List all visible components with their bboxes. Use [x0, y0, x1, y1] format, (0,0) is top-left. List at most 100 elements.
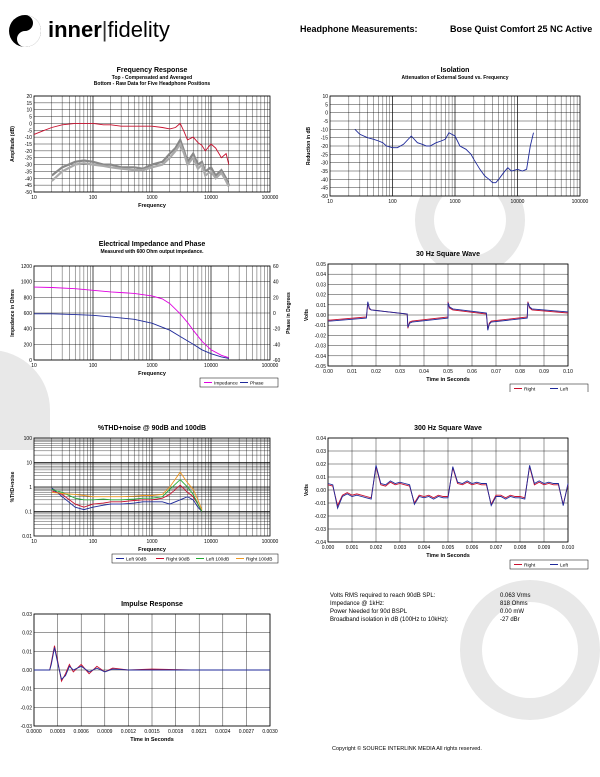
y-axis-label: Volts [304, 309, 310, 321]
x-tick-label: 0.008 [514, 545, 527, 551]
stat-label: Impedance @ 1kHz: [330, 601, 385, 607]
grid [327, 437, 569, 543]
x-tick-label: 0.0018 [168, 729, 184, 735]
y-tick-label: -0.02 [315, 333, 327, 339]
x-tick-label: 0.010 [562, 545, 575, 551]
x-tick-label: 0.09 [539, 369, 549, 375]
stat-value: 0.00 mW [500, 609, 525, 615]
x-tick-label: 100000 [262, 195, 279, 201]
x-tick-label: 0.0003 [50, 729, 66, 735]
x-tick-label: 10 [327, 199, 333, 205]
series-line [34, 313, 229, 359]
x-tick-label: 0.04 [419, 369, 429, 375]
y-tick-label: -25 [321, 152, 328, 158]
y-tick-label: -25 [25, 156, 32, 162]
y-tick-label: -0.01 [315, 323, 327, 329]
x-tick-label: 0.002 [370, 545, 383, 551]
y-tick-label: -0.05 [315, 364, 327, 370]
chart-title: Impulse Response [121, 601, 183, 608]
chart-subtitle: Top - Compensated and Averaged [112, 75, 192, 81]
y-axis-label: Volts [304, 484, 310, 496]
yin-yang-icon [9, 15, 41, 47]
x-tick-label: 100 [89, 539, 98, 545]
series-line [354, 128, 534, 184]
y-tick-label: 0 [325, 111, 328, 117]
logo-wordmark: inner|fidelity [48, 16, 170, 44]
series-line [33, 122, 230, 165]
x-tick-label: 10 [31, 363, 37, 369]
y-tick-label: -35 [321, 169, 328, 175]
x-tick-label: 10000 [511, 199, 525, 205]
y-tick-label: 1000 [21, 280, 32, 286]
legend-label: Right 100dB [246, 557, 272, 563]
x-tick-label: 0.006 [466, 545, 479, 551]
x-tick-label: 100000 [572, 199, 589, 205]
x-tick-label: 0.02 [371, 369, 381, 375]
y-tick-label: 0.04 [316, 272, 326, 278]
x-tick-label: 100 [388, 199, 397, 205]
x-tick-label: 0.06 [467, 369, 477, 375]
x-tick-label: 0.01 [347, 369, 357, 375]
y-tick-label: 0.02 [316, 462, 326, 468]
y2-tick-label: 60 [273, 264, 279, 270]
chart-title: 300 Hz Square Wave [414, 425, 482, 432]
square-wave-300hz-chart: 300 Hz Square Wave 0.000 0.001 0.002 0.003 0.… [304, 425, 589, 570]
y-tick-label: 0.02 [22, 631, 32, 637]
x-axis-label: Time in Seconds [426, 377, 470, 383]
y-tick-label: 800 [24, 295, 33, 301]
x-tick-label: 10 [31, 539, 37, 545]
x-axis-label: Frequency [138, 371, 167, 377]
x-tick-label: 0.10 [563, 369, 573, 375]
x-axis-label: Time in Seconds [130, 737, 174, 743]
y2-tick-label: 0 [273, 311, 276, 317]
y-tick-label: 0.05 [316, 262, 326, 268]
impulse-response-chart: Impulse Response 0.0000 0.0003 0.0006 0.0009… [21, 601, 278, 743]
stats-row: Broadband isolation in dB (100Hz to 10kH… [330, 616, 570, 624]
chart-title: Isolation [441, 67, 470, 74]
y-tick-label: 200 [24, 342, 33, 348]
y-tick-label: 0.00 [316, 488, 326, 494]
y-tick-label: 10 [322, 94, 328, 100]
y-tick-label: 0.03 [316, 449, 326, 455]
y-tick-label: 0.03 [22, 612, 32, 618]
y-tick-label: -50 [25, 190, 32, 196]
y-tick-label: -45 [25, 183, 32, 189]
y-tick-label: -10 [25, 135, 32, 141]
series-line [51, 484, 203, 512]
x-tick-label: 10 [31, 195, 37, 201]
y-tick-label: -0.02 [315, 514, 327, 520]
copyright-notice: Copyright © SOURCE INTERLINK MEDIA All r… [332, 746, 482, 752]
y-tick-label: 0.01 [316, 475, 326, 481]
stats-row: Impedance @ 1kHz: 818 Ohms [330, 600, 570, 608]
y-tick-label: -40 [25, 176, 32, 182]
x-tick-label: 100 [89, 363, 98, 369]
y-tick-label: 20 [26, 94, 32, 100]
x-tick-label: 0.005 [442, 545, 455, 551]
y-tick-label: -40 [321, 177, 328, 183]
stat-value: -27 dBr [500, 617, 520, 623]
x-tick-label: 0.08 [515, 369, 525, 375]
y-tick-label: -0.04 [315, 354, 327, 360]
x-tick-label: 0.0000 [26, 729, 42, 735]
x-tick-label: 1000 [146, 195, 157, 201]
y-tick-label: -5 [28, 128, 33, 134]
y-tick-label: -0.04 [315, 540, 327, 546]
y-tick-label: -20 [25, 149, 32, 155]
stat-value: 0.063 Vrms [500, 593, 531, 599]
x-tick-label: 0.00 [323, 369, 333, 375]
series-line [51, 141, 230, 187]
stats-row: Power Needed for 90d BSPL 0.00 mW [330, 608, 570, 616]
y-tick-label: 0.00 [316, 313, 326, 319]
chart-subtitle: Bottom - Raw Data for Five Headphone Pos… [94, 81, 211, 87]
legend-box [111, 553, 279, 564]
y-tick-label: 600 [24, 311, 33, 317]
legend-label: Left 100dB [206, 557, 229, 563]
x-tick-label: 0.0012 [121, 729, 137, 735]
x-tick-label: 100 [89, 195, 98, 201]
x-tick-label: 0.05 [443, 369, 453, 375]
watermark-mark [0, 350, 50, 450]
y-tick-label: -0.03 [315, 344, 327, 350]
y2-tick-label: -20 [273, 327, 280, 333]
